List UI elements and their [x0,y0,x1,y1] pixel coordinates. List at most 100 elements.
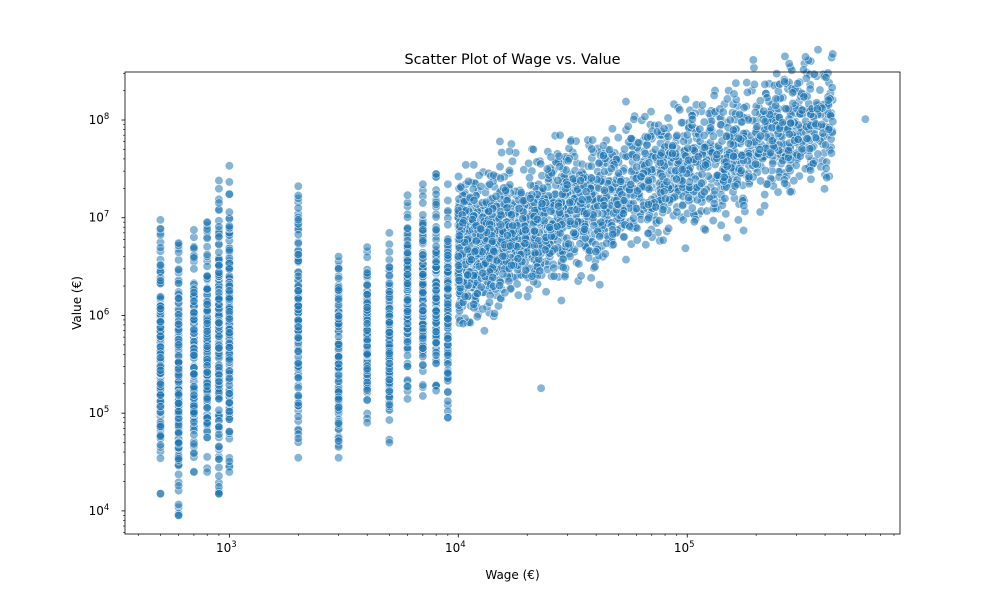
data-point [293,215,303,225]
data-point [661,194,671,204]
data-point [523,291,533,301]
y-tick-label-base: 10 [89,504,104,518]
data-point [671,174,681,184]
data-point [828,117,838,127]
data-point [642,132,652,142]
data-point [654,216,664,226]
data-point [521,265,531,275]
data-point [443,196,453,206]
data-point [549,263,559,273]
data-point [155,331,165,341]
data-point [563,156,573,166]
data-point [293,333,303,343]
data-point [403,295,413,305]
data-point [565,198,575,208]
data-point [553,175,563,185]
data-point [731,78,741,88]
data-point [860,114,870,124]
data-point [620,144,630,154]
data-point [189,407,199,417]
data-point [744,138,754,148]
data-point [821,163,831,173]
data-point [443,179,453,189]
data-point [155,292,165,302]
data-point [174,438,184,448]
x-tick-label-base: 10 [216,541,231,555]
data-point [214,377,224,387]
data-point [384,262,394,272]
data-point [662,177,672,187]
data-point [760,201,770,211]
data-point [202,467,212,477]
data-point [224,467,234,477]
data-point [431,350,441,360]
x-tick-label-exponent: 4 [460,540,465,550]
data-point [202,381,212,391]
data-point [334,418,344,428]
data-point [489,246,499,256]
data-point [214,394,224,404]
data-point [708,131,718,141]
data-point [189,308,199,318]
data-point [564,239,574,249]
data-point [224,414,234,424]
data-point [643,228,653,238]
data-point [725,139,735,149]
data-point [626,134,636,144]
data-point [820,184,830,194]
data-point [629,213,639,223]
data-point [527,271,537,281]
data-point [699,143,709,153]
data-point [721,131,731,141]
data-point [495,281,505,291]
data-point [767,136,777,146]
data-point [431,358,441,368]
data-point [224,264,234,274]
data-point [293,453,303,463]
data-point [699,187,709,197]
data-point [733,215,743,225]
data-point [484,297,494,307]
data-point [202,261,212,271]
data-point [293,191,303,201]
data-point [224,314,234,324]
data-point [730,181,740,191]
data-point [760,166,770,176]
data-point [443,350,453,360]
data-point [403,279,413,289]
data-point [463,270,473,280]
data-point [403,306,413,316]
data-point [784,59,794,69]
data-point [443,220,453,230]
data-point [608,240,618,250]
data-point [815,85,825,95]
data-point [566,136,576,146]
data-point [334,370,344,380]
data-point [418,225,428,235]
data-point [224,245,234,255]
data-point [293,411,303,421]
data-point [334,264,344,274]
data-point [224,373,234,383]
data-point [641,240,651,250]
data-point [155,440,165,450]
data-point [735,109,745,119]
data-point [552,221,562,231]
data-point [458,319,468,329]
data-point [384,386,394,396]
data-point [813,45,823,55]
data-point [293,238,303,248]
data-point [802,134,812,144]
data-point [362,319,372,329]
data-point [737,117,747,127]
data-point [520,225,530,235]
data-point [809,69,819,79]
data-point [224,294,234,304]
data-point [760,116,770,126]
data-point [520,238,530,248]
data-point [678,201,688,211]
data-point [443,368,453,378]
x-tick-label-base: 10 [674,541,689,555]
data-point [189,448,199,458]
data-point [716,220,726,230]
